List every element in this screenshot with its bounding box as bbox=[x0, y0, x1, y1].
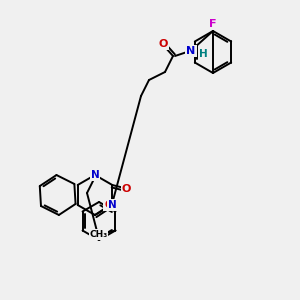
Text: O: O bbox=[158, 39, 168, 49]
Text: F: F bbox=[209, 19, 217, 29]
Text: CH₃: CH₃ bbox=[89, 230, 108, 239]
Text: N: N bbox=[91, 170, 99, 180]
Text: O: O bbox=[122, 184, 131, 194]
Text: O: O bbox=[104, 200, 114, 210]
Text: H: H bbox=[199, 49, 207, 59]
Text: N: N bbox=[108, 200, 117, 210]
Text: N: N bbox=[186, 46, 196, 56]
